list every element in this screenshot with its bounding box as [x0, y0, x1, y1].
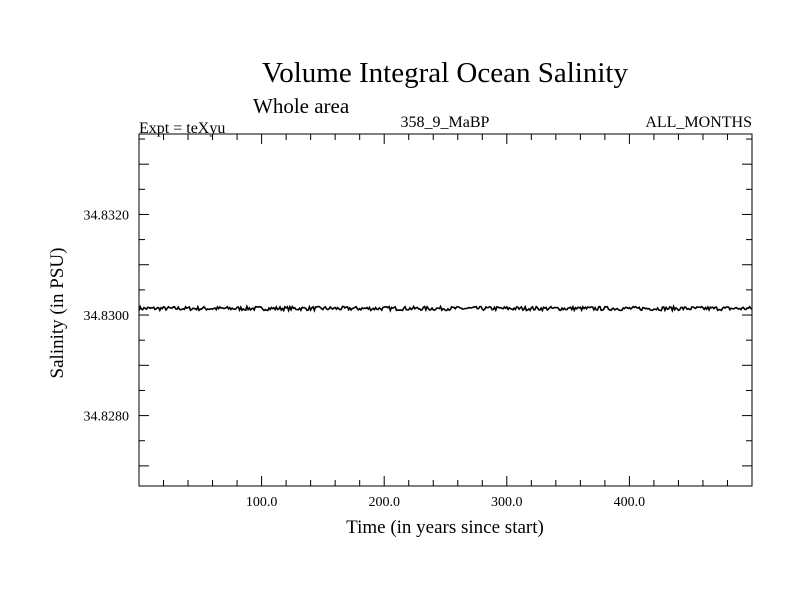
x-tick-label: 300.0 [491, 495, 523, 510]
header-right: ALL_MONTHS [645, 114, 752, 131]
x-tick-label: 400.0 [614, 495, 646, 510]
header-left: Expt = teXyu [139, 120, 225, 137]
axes-group: 100.0 200.0 300.0 400.0 34.8280 34.8300 34.832… [84, 133, 753, 510]
chart-title: Volume Integral Ocean Salinity [262, 57, 628, 89]
y-axis-label: Salinity (in PSU) [47, 248, 68, 379]
x-tick-label: 200.0 [368, 495, 400, 510]
x-axis-label: Time (in years since start) [346, 517, 544, 538]
series-group [138, 304, 753, 313]
chart-subtitle: Whole area [253, 94, 350, 118]
y-tick-label: 34.8300 [84, 309, 130, 324]
y-tick-label: 34.8280 [84, 410, 130, 425]
x-tick-label: 100.0 [246, 495, 278, 510]
y-tick-label: 34.8320 [84, 208, 130, 223]
salinity-series-line [138, 304, 753, 313]
header-center: 358_9_MaBP [401, 114, 490, 131]
